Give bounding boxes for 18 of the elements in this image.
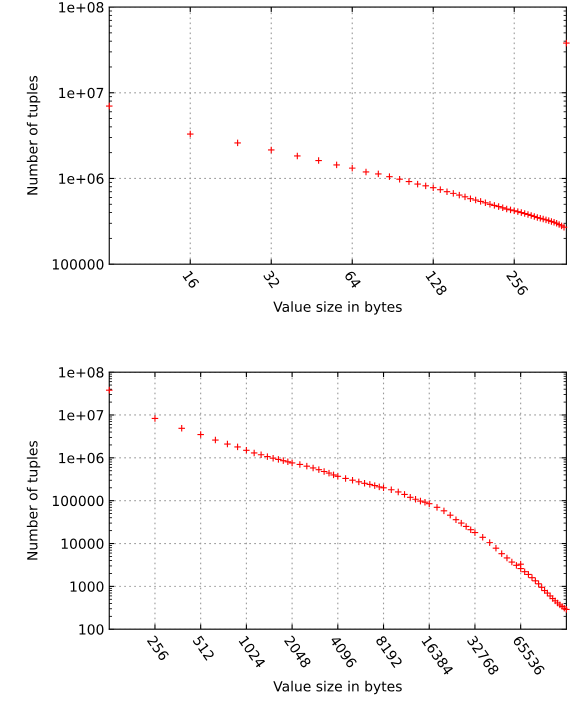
y-tick-label: 1e+07 (59, 88, 104, 98)
y-tick-label: 100 (79, 624, 104, 635)
y-tick-label: 10000 (62, 538, 104, 550)
y-tick-label: 1e+06 (59, 173, 104, 184)
x-axis-title: Value size in bytes (273, 301, 402, 315)
y-tick-label: 1e+08 (59, 2, 104, 13)
y-axis-title: Number of tuples (26, 76, 40, 195)
y-tick-label: 1e+06 (59, 452, 104, 464)
y-tick-label: 1000 (70, 581, 104, 592)
y-axis-title: Number of tuples (26, 441, 40, 560)
x-tick-label: 16 (182, 270, 200, 289)
y-tick-label: 1e+07 (59, 410, 104, 420)
y-tick-label: 100000 (52, 259, 104, 270)
x-axis-title: Value size in bytes (273, 680, 402, 694)
y-tick-label: 1e+08 (59, 367, 104, 378)
x-tick-label: 64 (344, 270, 362, 290)
y-tick-label: 100000 (52, 496, 104, 506)
x-tick-label: 32 (263, 270, 280, 289)
